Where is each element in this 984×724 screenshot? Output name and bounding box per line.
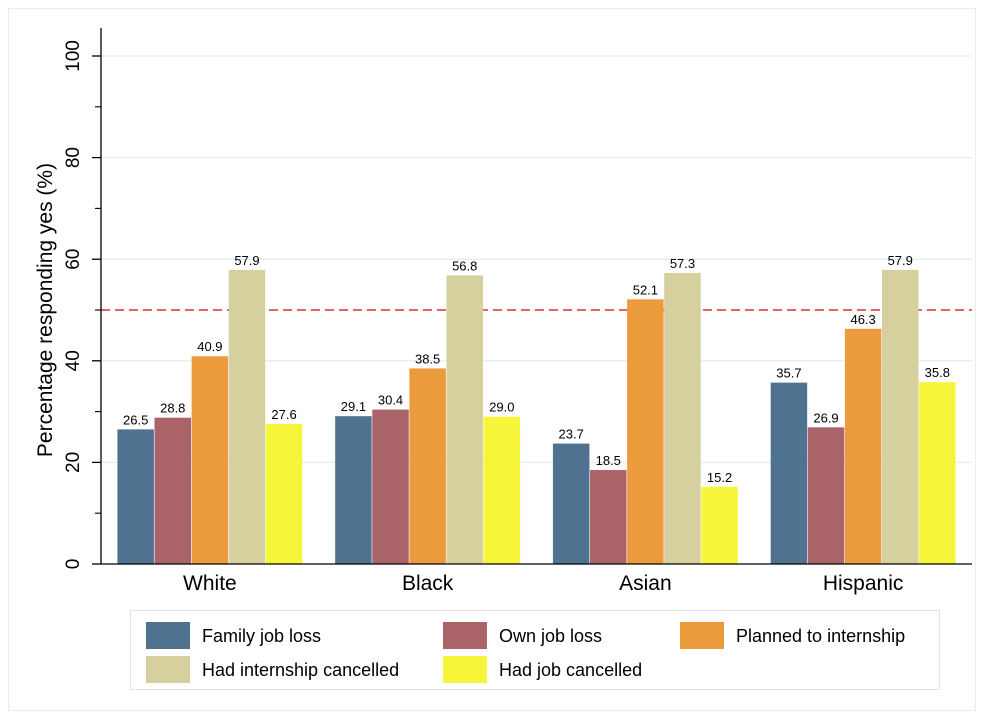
y-tick-label: 40 — [63, 350, 84, 371]
bar-value-label: 46.3 — [850, 312, 875, 327]
bar-value-label: 57.3 — [670, 256, 695, 271]
bar-value-label: 57.9 — [234, 253, 259, 268]
bar — [881, 269, 919, 564]
bar — [446, 275, 483, 564]
bar-value-label: 29.0 — [489, 400, 514, 415]
bar — [770, 382, 808, 564]
y-tick-label: 0 — [63, 559, 84, 570]
legend-swatch — [680, 622, 724, 649]
figure-frame — [8, 8, 976, 711]
bar-value-label: 28.8 — [160, 401, 185, 416]
x-tick-label: Hispanic — [823, 572, 904, 595]
bar-value-label: 52.1 — [633, 282, 658, 297]
bar-value-label: 15.2 — [707, 470, 732, 485]
legend-box — [130, 610, 940, 690]
legend-label: Family job loss — [202, 626, 321, 646]
bar-labels-group: 26.5 28.8 40.9 57.9 27.6 29.1 30.4 38.5 56.8 29.0… — [123, 253, 950, 485]
legend-swatch — [146, 656, 190, 683]
bar-value-label: 29.1 — [341, 399, 366, 414]
legend-swatch — [443, 656, 487, 683]
bar — [191, 356, 229, 564]
bars-group — [117, 269, 956, 564]
legend-swatch — [146, 622, 190, 649]
bar — [919, 382, 956, 564]
y-tick-label: 60 — [63, 249, 84, 270]
bar-value-label: 57.9 — [888, 253, 913, 268]
legend: Family job loss Own job loss Planned to in… — [130, 610, 940, 690]
bar — [483, 416, 521, 564]
bar-value-label: 40.9 — [197, 339, 222, 354]
bar — [552, 443, 590, 564]
y-tick-label: 80 — [63, 147, 84, 168]
legend-label: Planned to internship — [736, 626, 905, 646]
y-tick-label: 100 — [63, 40, 84, 72]
bar — [807, 427, 845, 564]
bar-value-label: 18.5 — [596, 453, 621, 468]
x-tick-label: Asian — [619, 572, 672, 595]
bar-value-label: 26.5 — [123, 412, 148, 427]
bar — [117, 429, 154, 564]
bar-value-label: 35.8 — [925, 365, 950, 380]
bar — [664, 272, 701, 564]
bar — [590, 470, 627, 564]
bar — [627, 299, 664, 564]
bar-value-label: 35.7 — [776, 366, 801, 381]
bar-value-label: 23.7 — [559, 427, 584, 442]
bar-value-label: 56.8 — [452, 258, 477, 273]
bar-value-label: 27.6 — [271, 407, 296, 422]
x-tick-label: White — [183, 572, 237, 595]
bar — [265, 423, 303, 564]
bar — [701, 486, 738, 564]
y-axis-label: Percentage responding yes (%) — [34, 163, 57, 457]
bar — [409, 368, 446, 564]
bar — [844, 328, 882, 564]
bar — [154, 417, 192, 564]
bar — [228, 269, 266, 564]
bar-value-label: 26.9 — [813, 410, 838, 425]
legend-label: Own job loss — [499, 626, 602, 646]
bar-value-label: 38.5 — [415, 351, 440, 366]
legend-label: Had job cancelled — [499, 660, 642, 680]
y-tick-label: 20 — [63, 452, 84, 473]
legend-swatch — [443, 622, 487, 649]
x-tick-label: Black — [402, 572, 454, 595]
axes-group: 0 20 40 60 80 100 White Black Asian Hispanic — [63, 28, 972, 595]
bar-value-label: 30.4 — [378, 393, 403, 408]
legend-label: Had internship cancelled — [202, 660, 399, 680]
bar — [372, 409, 409, 564]
bar — [335, 416, 372, 564]
